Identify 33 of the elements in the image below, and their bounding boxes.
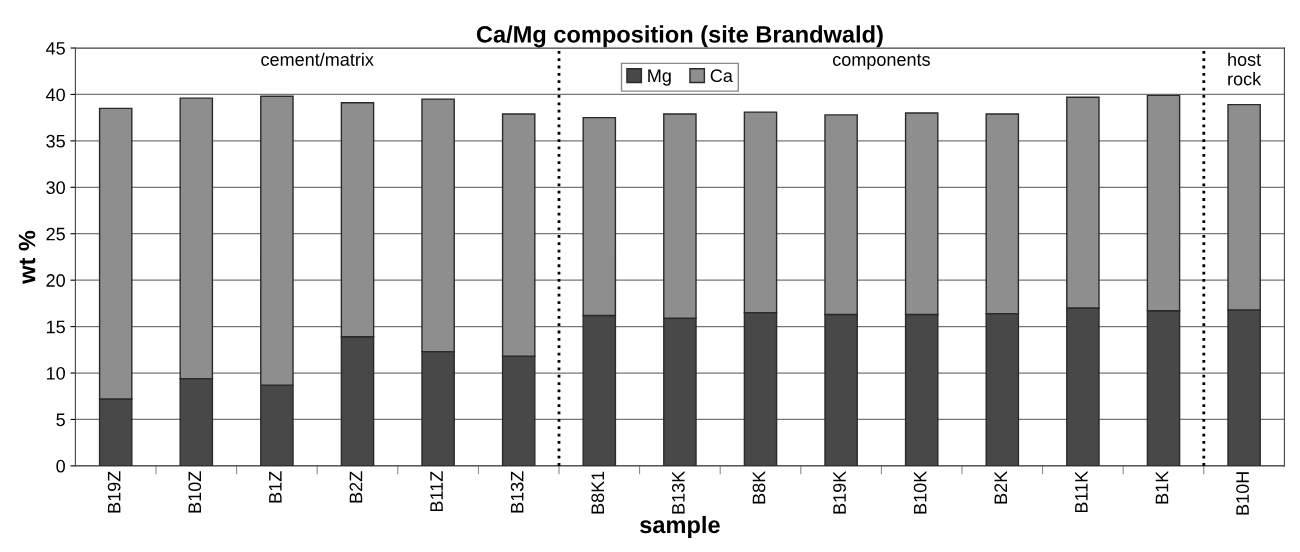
x-tick-label: B11K [1075,470,1088,513]
x-tick-label: B19Z [107,471,121,513]
y-tick-label: 0 [56,459,65,473]
annotation: host rock [1228,52,1262,86]
x-tick-label: B1K [1155,470,1169,504]
y-tick-label: 25 [46,227,65,241]
x-tick-label: B8K1 [591,471,605,514]
y-tick-label: 35 [46,134,65,148]
x-tick-label: B10K [913,470,927,514]
x-tick-label: B13Z [510,471,524,513]
y-tick-label: 15 [46,320,65,334]
y-tick-label: 20 [46,274,65,287]
chart-title: Ca/Mg composition (site Brandwald) [476,25,883,48]
y-tick-label: 10 [46,366,65,380]
x-tick-label: B10Z [188,471,202,513]
y-axis-title: wt % [18,230,36,284]
x-tick-label: B10H [1236,472,1249,515]
x-tick-label: B2Z [349,471,363,503]
y-tick-label: 40 [46,88,65,102]
x-tick-label: B19K [833,470,846,514]
x-tick-label: B2K [994,470,1007,504]
legend-label: Mg [648,69,671,86]
y-tick-label: 30 [46,181,65,195]
x-tick-label: B11Z [430,471,443,512]
x-tick-label: B8K [752,470,766,504]
x-tick-label: B13K [671,470,685,514]
x-axis-title: sample [640,515,720,538]
y-tick-label: 45 [46,42,65,55]
y-tick-label: 5 [56,413,65,427]
annotation: cement/matrix [261,52,374,66]
x-tick-label: B1Z [269,471,282,503]
annotation: components [832,54,930,70]
legend-label: Ca [710,69,733,83]
